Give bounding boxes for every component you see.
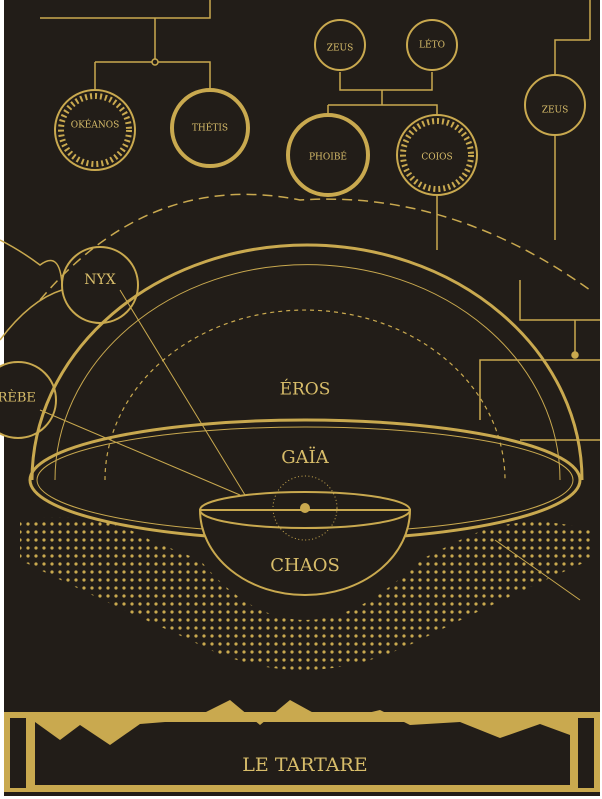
illustration: ZEUS LÉTO ZEUS OKÉANOS THÉTIS PHOIBÉ COI… bbox=[0, 0, 602, 799]
realm-label: LE TARTARE bbox=[242, 754, 367, 776]
realm-label: ÉROS bbox=[280, 379, 331, 400]
node-label: COIOS bbox=[421, 153, 452, 163]
page: ZEUS LÉTO ZEUS OKÉANOS THÉTIS PHOIBÉ COI… bbox=[0, 0, 602, 799]
node-label: OKÉANOS bbox=[71, 119, 120, 131]
tartare-band: LE TARTARE bbox=[4, 700, 600, 792]
realm-label: GAÏA bbox=[281, 445, 329, 468]
node-label: THÉTIS bbox=[192, 122, 228, 134]
node-label: ZEUS bbox=[542, 106, 569, 116]
node-label: ÉRÈBE bbox=[0, 390, 36, 406]
node-label: LÉTO bbox=[419, 39, 445, 51]
node-label: ZEUS bbox=[327, 44, 354, 54]
node-label: NYX bbox=[84, 272, 115, 288]
realm-label: CHAOS bbox=[270, 555, 340, 576]
node-label: PHOIBÉ bbox=[309, 151, 347, 163]
